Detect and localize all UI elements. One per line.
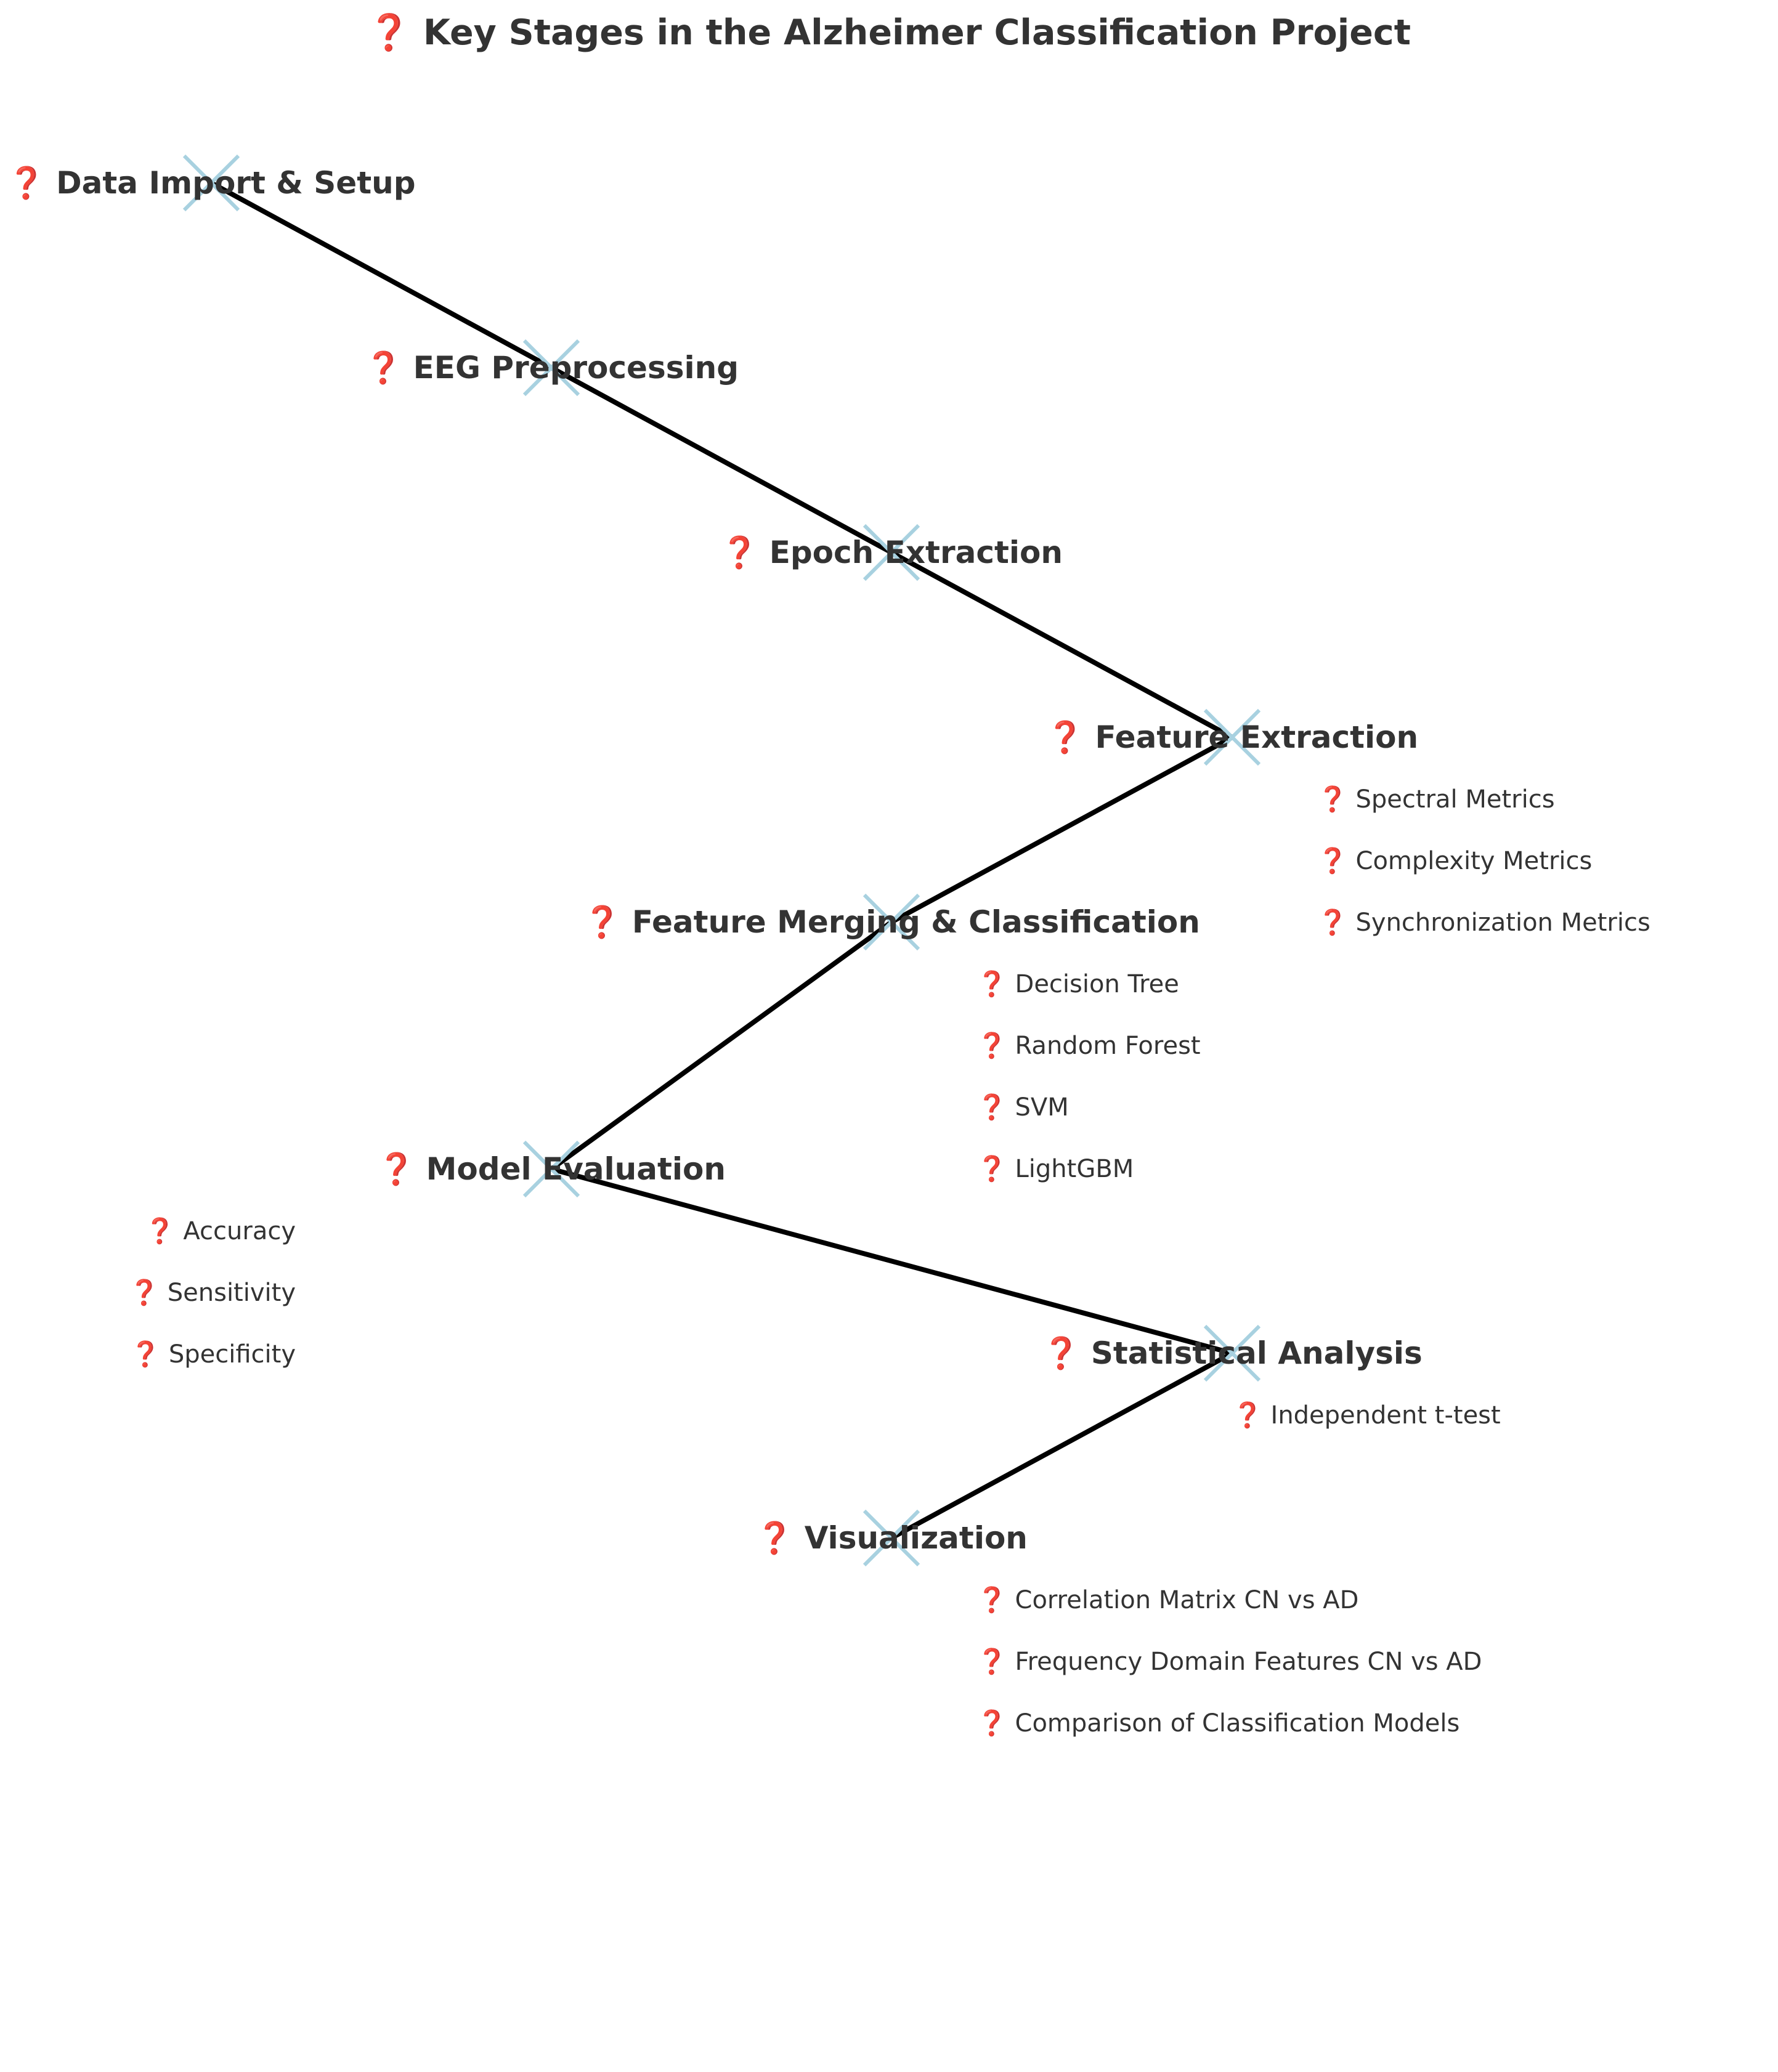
stage-marker-feature-extraction bbox=[1203, 708, 1261, 766]
stage-label-feature-extraction: ❓ Feature Extraction bbox=[1046, 719, 1418, 755]
stage-marker-stroke bbox=[1203, 1324, 1261, 1382]
stage-detail-spectral-metrics: ❓ Spectral Metrics bbox=[1317, 785, 1555, 814]
stage-detail-random-forest: ❓ Random Forest bbox=[976, 1031, 1201, 1060]
stage-marker-stroke bbox=[863, 893, 920, 951]
stage-labels: ❓ Data Import & Setup ❓ EEG Preprocessing… bbox=[7, 165, 1650, 1738]
stage-detail-comparison-of-classification-models: ❓ Comparison of Classification Models bbox=[976, 1709, 1459, 1738]
stage-detail-lightgbm: ❓ LightGBM bbox=[976, 1154, 1134, 1183]
stage-detail-frequency-domain-features-cn-vs-ad: ❓ Frequency Domain Features CN vs AD bbox=[976, 1647, 1482, 1676]
stage-label-data-import-and-setup: ❓ Data Import & Setup bbox=[7, 165, 416, 201]
stage-marker-stroke bbox=[522, 1140, 580, 1198]
diagram-title: ❓ Key Stages in the Alzheimer Classifica… bbox=[367, 12, 1411, 53]
stage-detail-complexity-metrics: ❓ Complexity Metrics bbox=[1317, 846, 1592, 875]
stage-label-statistical-analysis: ❓ Statistical Analysis bbox=[1042, 1335, 1423, 1371]
stage-connector-path bbox=[209, 180, 1235, 1540]
stage-detail-specificity: ❓ Specificity bbox=[130, 1340, 296, 1369]
stage-label-epoch-extraction: ❓ Epoch Extraction bbox=[720, 535, 1063, 570]
stage-marker-epoch-extraction bbox=[863, 524, 920, 581]
stage-detail-correlation-matrix-cn-vs-ad: ❓ Correlation Matrix CN vs AD bbox=[976, 1585, 1358, 1614]
stage-marker-visualization bbox=[863, 1509, 920, 1567]
stage-label-feature-merging-and-classification: ❓ Feature Merging & Classification bbox=[583, 904, 1200, 940]
stage-connector-line bbox=[209, 180, 1235, 1540]
stage-marker-stroke bbox=[522, 339, 580, 397]
stage-marker-stroke bbox=[182, 154, 240, 212]
stage-label-model-evaluation: ❓ Model Evaluation bbox=[377, 1151, 726, 1187]
stage-marker-stroke bbox=[863, 1509, 920, 1567]
stage-detail-synchronization-metrics: ❓ Synchronization Metrics bbox=[1317, 908, 1650, 937]
stage-detail-sensitivity: ❓ Sensitivity bbox=[129, 1278, 296, 1307]
stage-marker-stroke bbox=[1203, 708, 1261, 766]
stage-label-eeg-preprocessing: ❓ EEG Preprocessing bbox=[364, 350, 739, 386]
stage-marker-statistical-analysis bbox=[1203, 1324, 1261, 1382]
stage-marker-eeg-preprocessing bbox=[522, 339, 580, 397]
stage-detail-accuracy: ❓ Accuracy bbox=[145, 1216, 296, 1245]
stage-detail-independent-t-test: ❓ Independent t-test bbox=[1232, 1401, 1501, 1430]
stage-marker-feature-merging-and-classification bbox=[863, 893, 920, 951]
stage-detail-svm: ❓ SVM bbox=[976, 1093, 1069, 1122]
stage-label-visualization: ❓ Visualization bbox=[755, 1520, 1028, 1556]
stage-markers bbox=[182, 154, 1261, 1567]
stage-marker-stroke bbox=[863, 524, 920, 581]
stage-marker-model-evaluation bbox=[522, 1140, 580, 1198]
stage-detail-decision-tree: ❓ Decision Tree bbox=[976, 969, 1179, 998]
stage-marker-data-import-and-setup bbox=[182, 154, 240, 212]
